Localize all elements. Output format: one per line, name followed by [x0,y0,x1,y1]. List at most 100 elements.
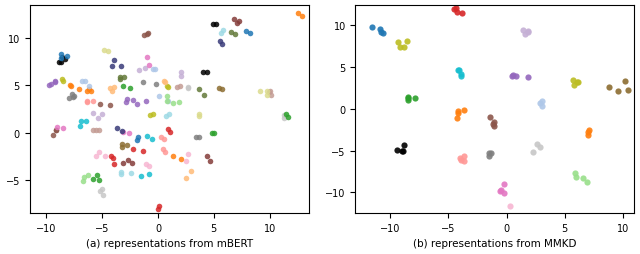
Point [91,154,101,158]
Point [147,138,157,142]
Point [161,85,172,89]
Point [459,159,469,163]
Point [570,171,580,176]
Point [97,187,107,191]
Point [367,26,378,30]
Point [186,169,196,173]
Point [216,87,227,91]
Point [67,84,77,88]
Point [144,164,154,168]
Point [255,90,265,94]
Point [138,149,148,153]
Point [449,8,459,12]
Point [108,156,118,161]
Point [62,55,72,59]
Point [194,112,204,116]
Point [109,162,119,166]
Point [202,71,212,75]
Point [399,45,409,49]
Point [56,56,66,60]
Point [536,105,547,109]
Point [92,173,102,177]
Point [119,76,129,80]
Point [48,133,58,137]
Point [572,81,582,85]
Point [142,33,152,37]
Point [58,77,68,81]
Point [127,98,138,102]
Point [378,32,388,36]
Point [67,96,77,100]
Point [161,114,171,118]
Point [116,172,126,176]
Point [162,94,172,99]
Point [140,67,150,71]
Point [124,131,134,135]
Point [518,28,529,33]
Point [145,114,156,118]
Point [82,100,92,104]
Point [58,127,68,131]
Point [132,103,142,107]
Point [278,116,289,120]
Point [81,120,91,124]
Point [121,101,131,105]
Point [536,102,546,106]
Point [150,68,161,72]
Point [160,80,170,84]
Point [376,31,386,35]
Point [163,99,173,103]
Point [454,69,464,73]
Point [241,29,251,34]
Point [484,116,495,120]
Point [83,173,93,177]
Point [117,129,127,133]
Point [173,101,184,105]
Point [402,40,412,44]
Point [88,100,98,104]
Point [396,149,406,153]
Point [141,100,151,104]
Point [52,125,62,129]
Point [175,85,186,89]
Point [50,79,60,83]
Point [172,86,182,90]
Point [403,99,413,103]
Point [198,94,209,98]
Point [194,135,204,139]
Point [451,7,461,11]
Point [522,76,532,80]
Point [153,207,163,211]
Point [452,10,462,14]
Point [282,115,292,119]
Point [143,32,154,36]
Point [495,189,505,193]
Point [159,138,170,142]
Point [266,93,276,97]
Point [76,125,86,129]
Point [144,173,154,177]
Point [499,191,509,195]
Point [84,88,95,92]
Point [57,56,67,60]
Point [88,112,98,116]
Point [156,135,166,139]
Point [118,84,129,88]
Point [60,58,70,62]
Point [105,87,115,91]
Point [175,71,186,75]
Point [98,193,108,197]
Point [511,74,522,78]
Point [266,89,276,93]
Point [115,78,125,82]
Point [78,180,88,184]
Point [50,81,60,85]
Point [95,102,105,106]
Point [183,85,193,89]
Point [537,100,547,104]
Point [218,29,228,33]
Point [293,12,303,16]
Point [168,102,178,106]
Point [141,163,151,167]
Point [133,136,143,140]
